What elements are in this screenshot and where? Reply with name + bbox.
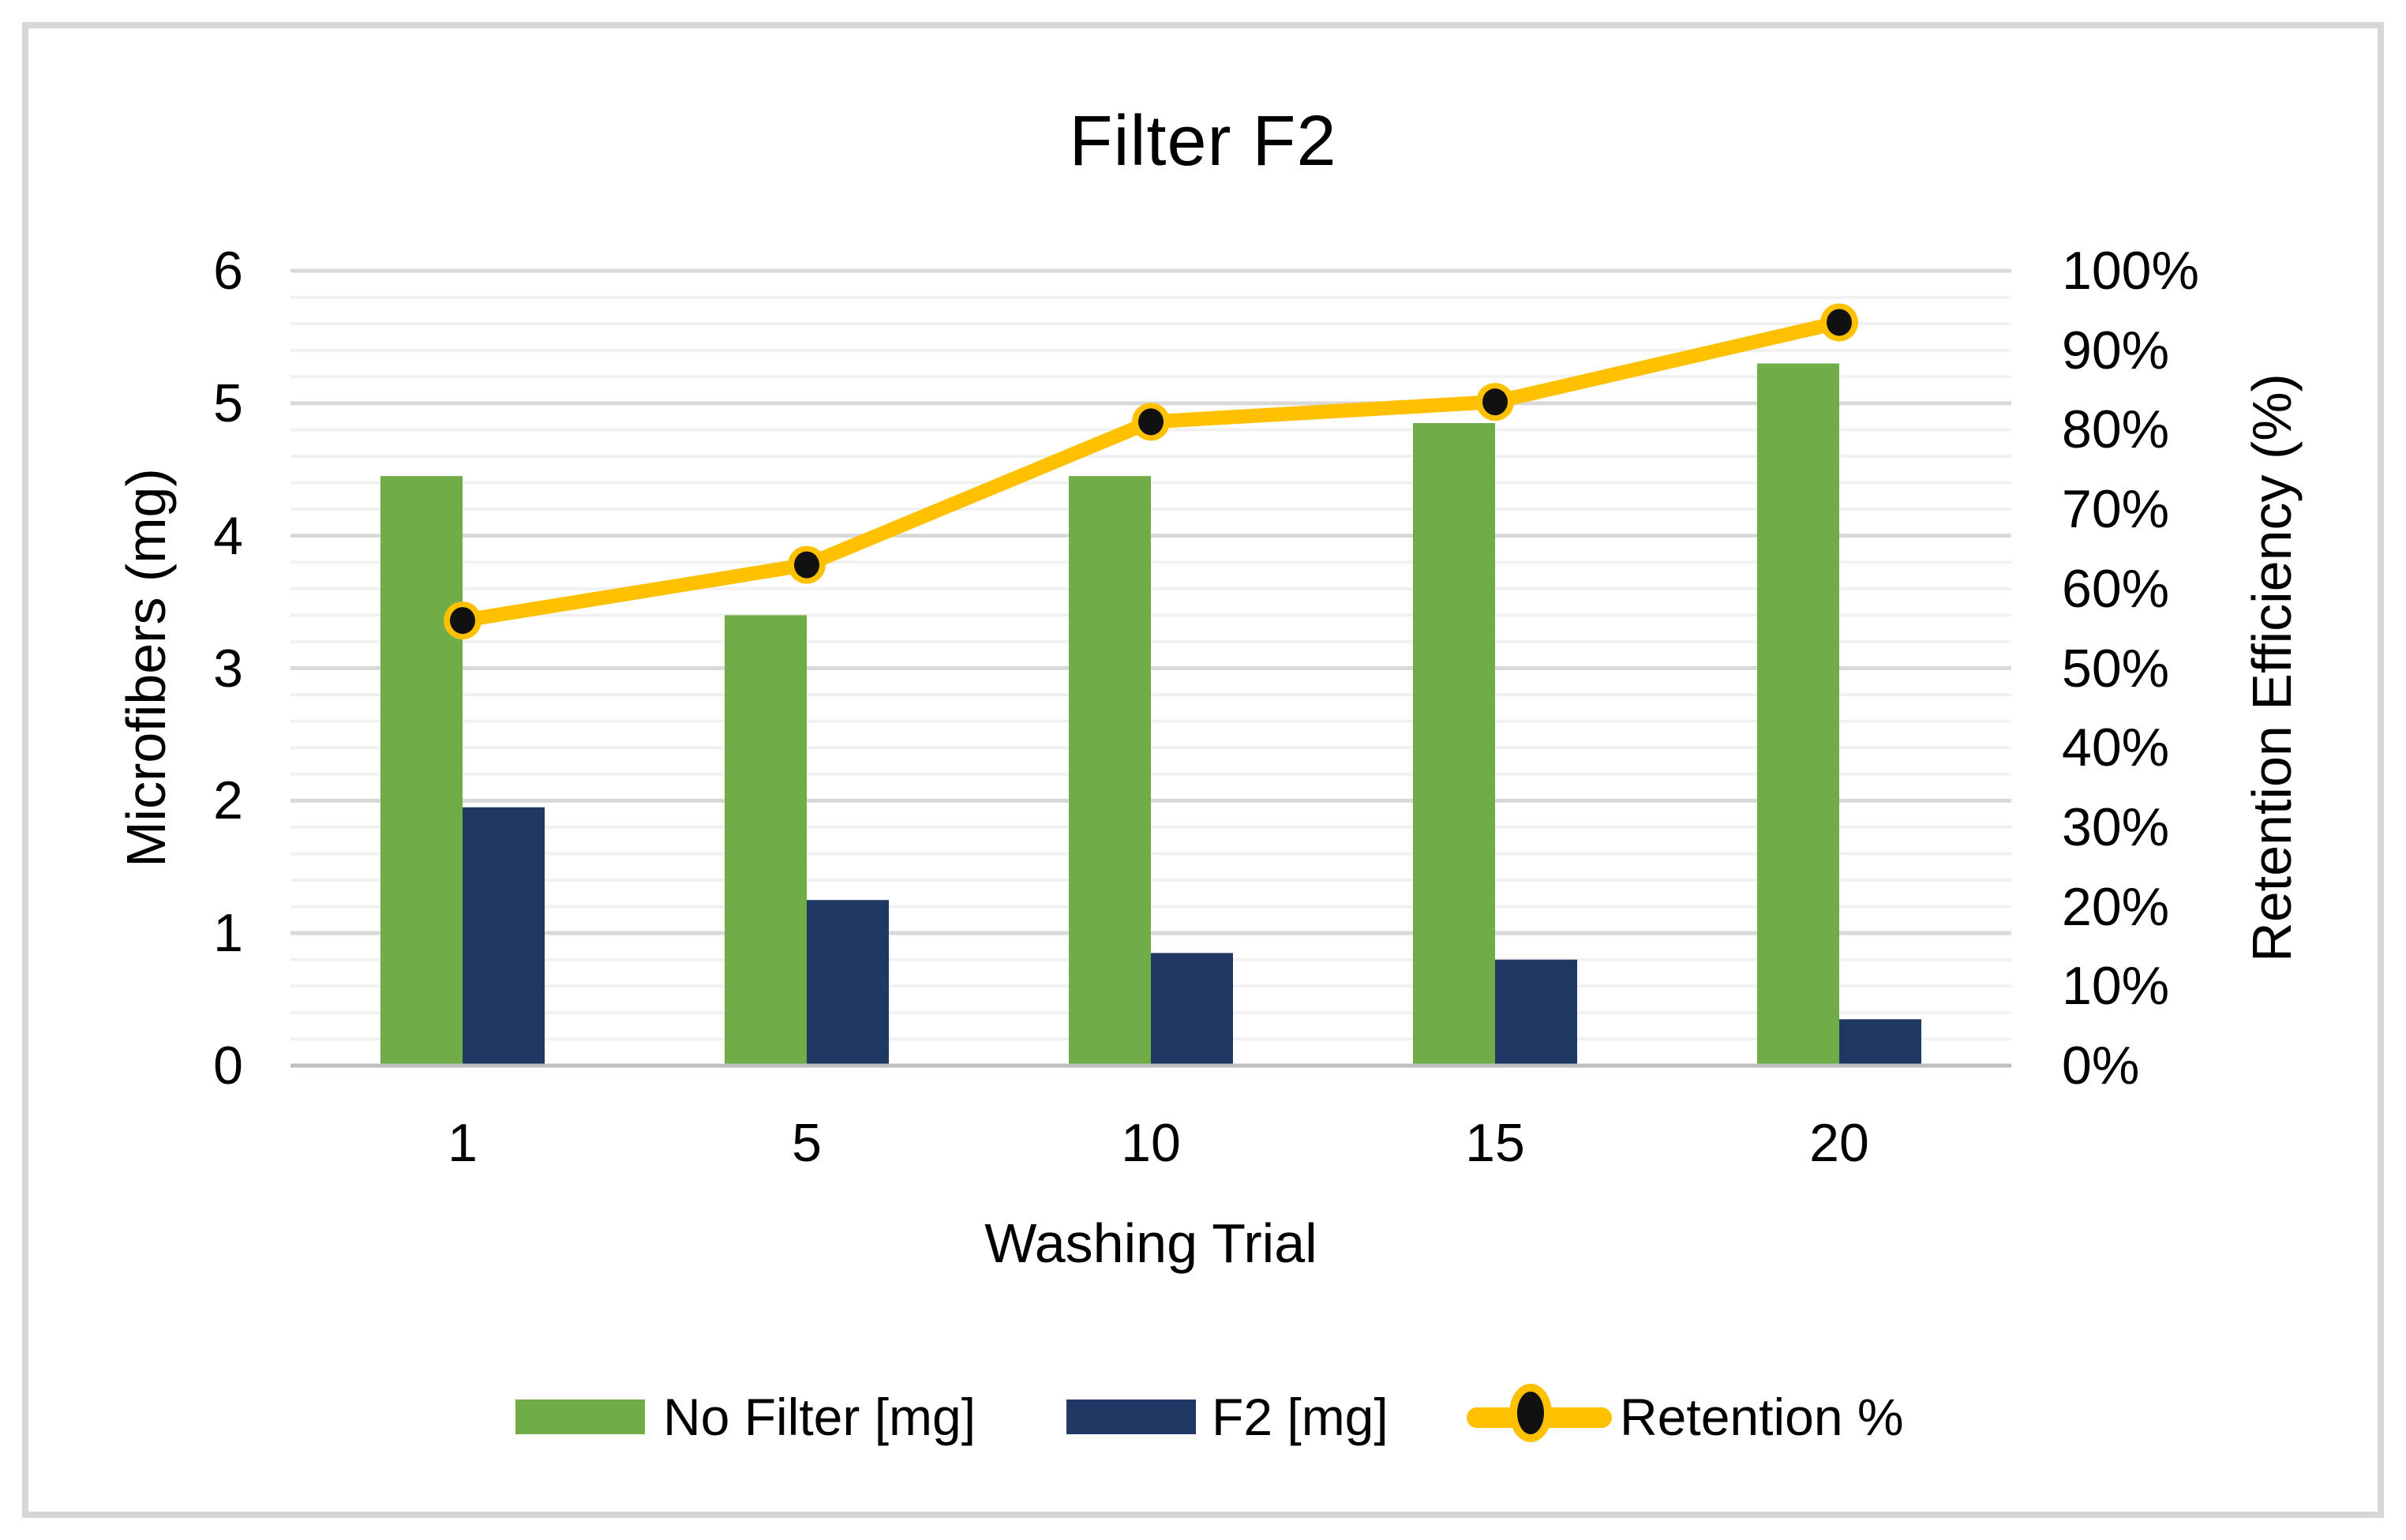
y-right-tick-70: 70%: [2062, 479, 2170, 540]
bar-no-filter-mg--trial-1: [380, 476, 463, 1066]
chart-title: Filter F2: [1069, 102, 1337, 181]
x-tick-10: 10: [1121, 1113, 1181, 1173]
y-left-tick-4: 4: [213, 505, 243, 566]
bar-no-filter-mg--trial-15: [1413, 423, 1495, 1066]
marker-dot-trial-5: [794, 551, 819, 579]
legend-label-no-filter: No Filter [mg]: [663, 1388, 976, 1446]
y-left-tick-3: 3: [213, 638, 243, 699]
bar-series: [380, 363, 1921, 1066]
legend-label-f2: F2 [mg]: [1212, 1388, 1389, 1446]
marker-dot-trial-10: [1138, 408, 1164, 436]
bar-f2-mg--trial-1: [463, 807, 545, 1066]
y-left-tick-5: 5: [213, 373, 243, 433]
bar-no-filter-mg--trial-5: [725, 615, 807, 1066]
y-right-tick-90: 90%: [2062, 320, 2170, 380]
y-left-tick-2: 2: [213, 770, 243, 831]
y-right-tick-30: 30%: [2062, 796, 2170, 857]
bar-f2-mg--trial-20: [1839, 1019, 1921, 1066]
y-left-tick-1: 1: [213, 903, 243, 964]
bar-no-filter-mg--trial-10: [1069, 476, 1151, 1066]
x-tick-15: 15: [1465, 1113, 1525, 1173]
legend-swatch-no-filter: [515, 1399, 645, 1434]
x-tick-5: 5: [792, 1113, 822, 1173]
marker-dot-trial-20: [1827, 309, 1852, 336]
x-axis-title: Washing Trial: [984, 1212, 1317, 1274]
y-axis-title-left: Microfibers (mg): [115, 468, 177, 867]
bar-f2-mg--trial-15: [1495, 959, 1577, 1066]
bar-f2-mg--trial-5: [807, 900, 889, 1066]
y-right-tick-20: 20%: [2062, 876, 2170, 937]
x-tick-20: 20: [1809, 1113, 1869, 1173]
y-axis-title-right: Retention Efficiency (%): [2241, 373, 2303, 962]
y-right-tick-50: 50%: [2062, 638, 2170, 699]
y-right-tick-40: 40%: [2062, 718, 2170, 778]
legend-line-marker-dot: [1517, 1392, 1544, 1434]
y-right-tick-60: 60%: [2062, 558, 2170, 619]
y-left-tick-0: 0: [213, 1036, 243, 1096]
y-right-tick-100: 100%: [2062, 241, 2199, 301]
legend: No Filter [mg] F2 [mg] Retention %: [0, 1377, 2406, 1456]
y-right-tick-10: 10%: [2062, 956, 2170, 1017]
marker-dot-trial-15: [1482, 388, 1508, 416]
bar-no-filter-mg--trial-20: [1757, 363, 1839, 1066]
legend-line-marker-icon: [1509, 1384, 1552, 1442]
legend-label-retention: Retention %: [1620, 1388, 1904, 1446]
y-left-tick-6: 6: [213, 241, 243, 301]
line-series: [444, 303, 1858, 640]
chart-border-frame: [22, 22, 2384, 1518]
y-right-tick-80: 80%: [2062, 399, 2170, 460]
marker-dot-trial-1: [450, 607, 475, 635]
y-right-tick-0: 0%: [2062, 1036, 2140, 1096]
legend-swatch-f2: [1066, 1399, 1196, 1434]
x-tick-1: 1: [448, 1113, 478, 1173]
bar-f2-mg--trial-10: [1151, 953, 1233, 1066]
